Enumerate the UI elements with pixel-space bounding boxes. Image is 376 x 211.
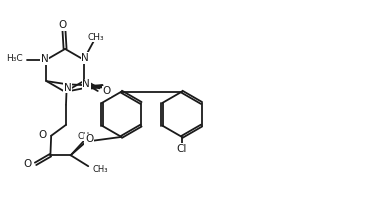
Text: H₃C: H₃C — [6, 54, 22, 63]
Text: N: N — [82, 79, 90, 89]
Text: CH₃: CH₃ — [92, 165, 108, 174]
Text: N: N — [81, 53, 89, 63]
Text: O: O — [39, 130, 47, 139]
Text: O: O — [23, 159, 32, 169]
Text: CH₃: CH₃ — [87, 32, 104, 42]
Text: O: O — [58, 20, 67, 30]
Text: O: O — [85, 134, 93, 144]
Text: O: O — [102, 86, 111, 96]
Text: CH₃: CH₃ — [78, 132, 93, 141]
Text: N: N — [41, 54, 49, 64]
Text: Cl: Cl — [177, 144, 187, 154]
Text: N: N — [64, 83, 71, 93]
